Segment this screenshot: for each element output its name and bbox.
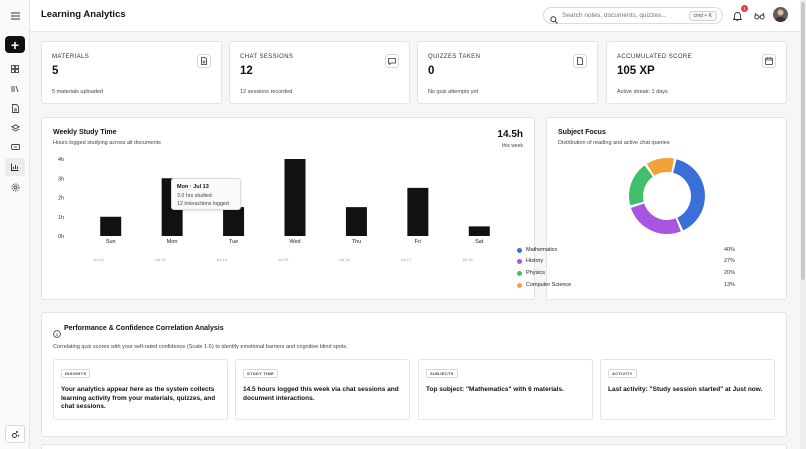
legend-label: History	[526, 258, 544, 264]
insight-text: Last activity: "Study session started" a…	[608, 386, 763, 393]
stat-card-score: ACCUMULATED SCORE 105 XP Active streak: …	[606, 41, 787, 104]
search-input[interactable]	[562, 10, 682, 21]
notifications-button[interactable]: 1	[729, 5, 748, 24]
avatar[interactable]	[773, 7, 788, 22]
analytics-icon[interactable]	[5, 158, 25, 176]
glasses-icon	[753, 12, 765, 20]
stat-subtext: 12 sessions recorded	[240, 89, 293, 95]
scrollbar-thumb[interactable]	[801, 2, 805, 280]
weekly-total: 14.5h	[497, 129, 523, 140]
stat-label: MATERIALS	[52, 54, 90, 60]
insight-card: SUBJECTS Top subject: "Mathematics" with…	[418, 359, 593, 420]
new-item-button[interactable]: +	[5, 36, 25, 53]
weekly-subtitle: Hours logged studying across all documen…	[53, 140, 161, 146]
insight-card: INSIGHTS Your analytics appear here as t…	[53, 359, 228, 420]
search-shortcut: cmd + K	[688, 11, 717, 21]
legend-label: Computer Science	[526, 282, 572, 288]
chat-icon	[385, 54, 399, 68]
document-icon	[197, 54, 211, 68]
document-icon[interactable]	[5, 99, 25, 117]
theme-toggle-icon[interactable]	[5, 425, 25, 443]
correlation-title: Performance & Confidence Correlation Ana…	[64, 325, 224, 332]
correlation-subtitle: Correlating quiz scores with your self-r…	[53, 344, 348, 350]
cards-icon[interactable]	[5, 138, 25, 156]
stat-value: 105 XP	[617, 65, 655, 77]
insight-tag: INSIGHTS	[61, 369, 91, 378]
stat-value: 12	[240, 65, 253, 77]
menu-icon[interactable]	[5, 7, 25, 25]
search-icon	[550, 11, 558, 29]
stat-card-chat-sessions: CHAT SESSIONS 12 12 sessions recorded	[229, 41, 410, 104]
insight-card: ACTIVITY Last activity: "Study session s…	[600, 359, 775, 420]
stat-subtext: Active streak: 1 days	[617, 89, 668, 95]
notification-badge: 1	[741, 5, 748, 12]
sidebar: +	[0, 0, 30, 449]
grid-icon[interactable]	[5, 60, 25, 78]
legend-dot	[517, 259, 522, 264]
quiz-icon	[573, 54, 587, 68]
stat-label: QUIZZES TAKEN	[428, 54, 481, 60]
search-bar[interactable]: cmd + K	[543, 7, 723, 24]
subject-focus-title: Subject Focus	[558, 129, 606, 136]
stat-value: 0	[428, 65, 435, 77]
stat-card-materials: MATERIALS 5 5 materials uploaded	[41, 41, 222, 104]
insight-tag: ACTIVITY	[608, 369, 637, 378]
next-section-card	[41, 444, 787, 449]
legend-value: 13%	[723, 282, 735, 288]
library-icon[interactable]	[5, 80, 25, 98]
bell-icon	[732, 12, 742, 21]
stat-subtext: No quiz attempts yet	[428, 89, 479, 95]
legend-value: 20%	[723, 270, 735, 276]
weekly-total-label: this week	[502, 143, 523, 149]
legend-label: Mathematics	[526, 247, 558, 253]
layers-icon[interactable]	[5, 119, 25, 137]
legend-value: 27%	[723, 258, 735, 264]
subject-focus-card: Subject Focus Distribution of reading an…	[546, 117, 787, 300]
stat-label: CHAT SESSIONS	[240, 54, 294, 60]
tooltip-line: 12 interactions logged	[177, 201, 229, 207]
page-title: Learning Analytics	[41, 9, 126, 20]
stat-card-quizzes: QUIZZES TAKEN 0 No quiz attempts yet	[417, 41, 598, 104]
scrollbar[interactable]	[800, 0, 806, 449]
calendar-icon	[762, 54, 776, 68]
weekly-title: Weekly Study Time	[53, 129, 117, 136]
stat-value: 5	[52, 65, 59, 77]
chart-tooltip: Mon · Jul 13 3.0 hrs studied 12 interact…	[171, 178, 241, 210]
insight-tag: STUDY TIME	[243, 369, 279, 378]
legend-dot	[517, 248, 522, 253]
weekly-study-card: Weekly Study Time Hours logged studying …	[41, 117, 535, 300]
reading-mode-button[interactable]	[751, 8, 767, 24]
stat-subtext: 5 materials uploaded	[52, 89, 104, 95]
insight-text: Top subject: "Mathematics" with 6 materi…	[426, 386, 564, 393]
settings-icon[interactable]	[5, 178, 25, 196]
legend-label: Physics	[526, 270, 545, 276]
insight-text: Your analytics appear here as the system…	[61, 386, 216, 411]
tooltip-line: 3.0 hrs studied	[177, 193, 212, 199]
stat-label: ACCUMULATED SCORE	[617, 54, 693, 60]
legend-dot	[517, 271, 522, 276]
subject-focus-subtitle: Distribution of reading and active chat …	[558, 140, 670, 146]
info-icon	[53, 325, 61, 343]
legend-value: 40%	[723, 247, 735, 253]
insight-card: STUDY TIME 14.5 hours logged this week v…	[235, 359, 410, 420]
topbar: Learning Analytics cmd + K 1	[30, 0, 800, 32]
legend-dot	[517, 283, 522, 288]
insight-text: 14.5 hours logged this week via chat ses…	[243, 386, 399, 402]
tooltip-title: Mon · Jul 13	[177, 184, 209, 190]
insight-tag: SUBJECTS	[426, 369, 458, 378]
